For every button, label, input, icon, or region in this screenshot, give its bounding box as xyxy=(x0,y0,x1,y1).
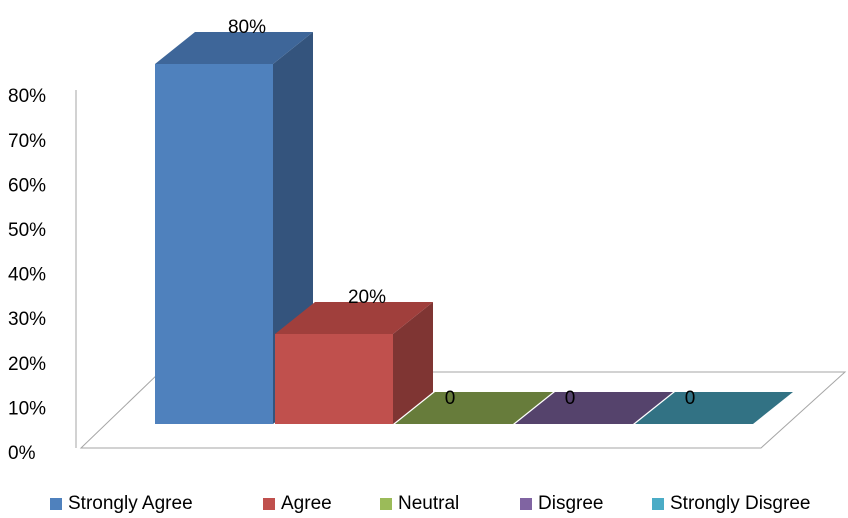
y-tick-label: 70% xyxy=(8,131,46,152)
y-tick-label: 20% xyxy=(8,354,46,375)
legend-label: Neutral xyxy=(398,493,460,514)
y-tick-label: 50% xyxy=(8,220,46,241)
data-label: 20% xyxy=(348,287,386,308)
y-tick-label: 10% xyxy=(8,398,46,419)
legend-label: Strongly Disgree xyxy=(670,493,811,514)
legend-label: Strongly Agree xyxy=(68,493,193,514)
legend-swatch xyxy=(652,498,664,510)
bar-top-face xyxy=(395,392,553,424)
bar xyxy=(515,392,673,424)
bar-top-face xyxy=(635,392,793,424)
bar-front-face xyxy=(275,334,393,424)
y-tick-label: 60% xyxy=(8,175,46,196)
legend-label: Agree xyxy=(281,493,332,514)
legend-item: Neutral xyxy=(380,490,459,518)
data-label: 0 xyxy=(565,388,576,409)
data-label: 0 xyxy=(445,388,456,409)
bar xyxy=(635,392,793,424)
legend-item: Strongly Disgree xyxy=(652,490,810,518)
data-label: 0 xyxy=(685,388,696,409)
bar-top-face xyxy=(275,302,433,334)
y-tick-label: 80% xyxy=(8,86,46,107)
bar-top-face xyxy=(515,392,673,424)
bar-top-face xyxy=(155,32,313,64)
legend-swatch xyxy=(50,498,62,510)
legend-item: Strongly Agree xyxy=(50,490,193,518)
legend-swatch xyxy=(263,498,275,510)
legend: Strongly Agree Agree Neutral Disgree Strongl… xyxy=(0,490,848,518)
y-tick-label: 0% xyxy=(8,443,36,464)
y-tick-label: 30% xyxy=(8,309,46,330)
legend-item: Disgree xyxy=(520,490,603,518)
legend-item: Agree xyxy=(263,490,332,518)
y-tick-label: 40% xyxy=(8,265,46,286)
bar xyxy=(275,302,433,424)
legend-swatch xyxy=(520,498,532,510)
data-label: 80% xyxy=(228,17,266,38)
legend-swatch xyxy=(380,498,392,510)
bar xyxy=(395,392,553,424)
legend-label: Disgree xyxy=(538,493,604,514)
bar-front-face xyxy=(155,64,273,424)
bar-side-face xyxy=(393,302,433,424)
